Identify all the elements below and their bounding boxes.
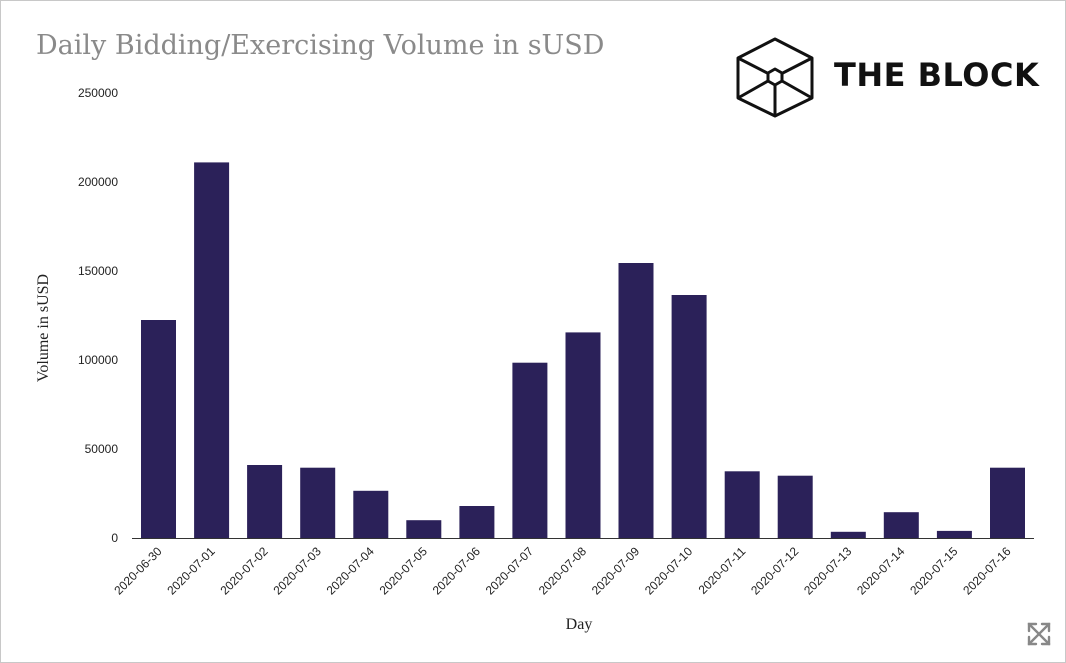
expand-icon (1027, 622, 1051, 646)
bar (883, 512, 919, 538)
y-tick-label: 0 (111, 531, 118, 545)
bar (353, 490, 389, 538)
bar (618, 263, 654, 538)
bars (141, 162, 1025, 539)
bar (141, 320, 176, 538)
x-tick-label: 2020-07-16 (960, 544, 1014, 598)
y-tick-label: 100000 (78, 353, 118, 367)
x-axis-label: Day (566, 616, 593, 633)
x-tick-label: 2020-07-08 (536, 544, 590, 598)
x-tick-label: 2020-07-07 (483, 544, 537, 598)
bar (194, 162, 230, 538)
bar (565, 332, 601, 538)
chart-title: Daily Bidding/Exercising Volume in sUSD (36, 30, 605, 61)
x-tick-label: 2020-07-02 (217, 544, 271, 598)
x-tick-label: 2020-07-03 (271, 544, 325, 598)
y-tick-label: 50000 (85, 442, 119, 456)
x-tick-label: 2020-07-15 (907, 544, 961, 598)
x-tick-label: 2020-07-01 (164, 544, 218, 598)
x-tick-label: 2020-07-09 (589, 544, 643, 598)
x-tick-label: 2020-07-06 (430, 544, 484, 598)
bar (406, 520, 442, 538)
bar (247, 465, 283, 538)
y-tick-label: 150000 (78, 264, 118, 278)
x-tick-label: 2020-07-14 (854, 544, 908, 598)
bar (459, 506, 495, 538)
y-tick-label: 250000 (78, 86, 118, 100)
y-axis-ticks: 0 50000 100000 150000 200000 250000 (78, 86, 118, 545)
bar (830, 531, 866, 538)
cube-icon (736, 37, 814, 118)
y-tick-label: 200000 (78, 175, 118, 189)
x-tick-label: 2020-07-04 (324, 544, 378, 598)
bar (300, 467, 336, 538)
bar (512, 362, 548, 538)
x-axis-ticks: 2020-06-30 2020-07-01 2020-07-02 2020-07-03… (111, 544, 1013, 598)
expand-button[interactable] (1026, 621, 1052, 647)
x-tick-label: 2020-07-11 (696, 544, 749, 597)
logo-text: THE BLOCK (834, 56, 1040, 94)
bar (671, 295, 707, 538)
y-axis-label: Volume in sUSD (35, 274, 52, 382)
bar (777, 475, 813, 538)
bar (936, 530, 972, 538)
x-tick-label: 2020-07-10 (642, 544, 696, 598)
x-tick-label: 2020-07-12 (748, 544, 802, 598)
x-tick-label: 2020-06-30 (111, 544, 165, 598)
x-tick-label: 2020-07-13 (801, 544, 855, 598)
x-tick-label: 2020-07-05 (377, 544, 431, 598)
the-block-logo: THE BLOCK (734, 36, 1039, 118)
bar (724, 471, 760, 539)
bar (990, 467, 1025, 538)
